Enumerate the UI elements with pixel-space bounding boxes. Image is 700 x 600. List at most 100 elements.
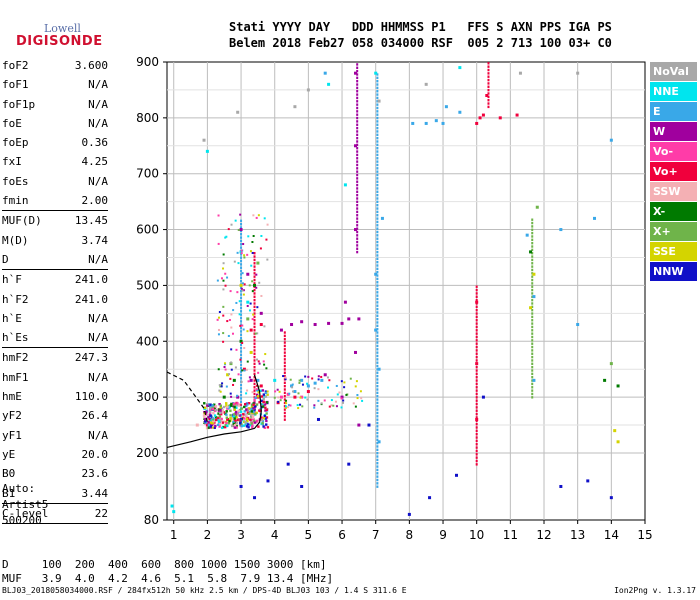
echo-mark bbox=[243, 410, 246, 413]
echo-mark bbox=[356, 227, 359, 230]
param-separator bbox=[2, 347, 108, 349]
echo-mark bbox=[475, 426, 478, 429]
param-row: hmF2 247.3 bbox=[2, 348, 108, 367]
echo-mark bbox=[356, 207, 359, 210]
param-value: N/A bbox=[88, 370, 108, 384]
echo-mark bbox=[376, 294, 379, 297]
param-value: 23.6 bbox=[81, 467, 109, 481]
echo-mark bbox=[307, 384, 310, 387]
echo-mark bbox=[253, 305, 256, 309]
echo-mark bbox=[376, 116, 379, 120]
echo-mark bbox=[376, 197, 379, 200]
echo-mark bbox=[475, 453, 478, 456]
echo-mark bbox=[240, 269, 243, 273]
echo-mark bbox=[230, 424, 234, 428]
echo-mark bbox=[233, 406, 236, 409]
echo-mark bbox=[257, 371, 260, 374]
echo-mark bbox=[336, 393, 339, 396]
echo-mark bbox=[253, 372, 256, 376]
echo-mark bbox=[475, 409, 478, 412]
echo-mark bbox=[252, 235, 255, 238]
echo-mark bbox=[376, 147, 379, 150]
echo-mark bbox=[217, 328, 220, 331]
echo-mark bbox=[235, 424, 238, 428]
echo-mark bbox=[376, 478, 379, 482]
echo-mark bbox=[306, 382, 309, 385]
echo-mark bbox=[376, 331, 379, 334]
echo-mark bbox=[263, 426, 266, 429]
echo-mark bbox=[218, 425, 221, 428]
echo-mark bbox=[475, 436, 478, 439]
echo-mark bbox=[531, 221, 534, 225]
echo-mark bbox=[226, 417, 230, 421]
echo-mark bbox=[264, 417, 267, 420]
echo-mark bbox=[239, 422, 242, 425]
echo-mark bbox=[249, 418, 252, 421]
echo-mark bbox=[255, 393, 259, 397]
echo-mark bbox=[255, 388, 258, 391]
param-label: fxI bbox=[2, 155, 22, 169]
echo-mark bbox=[227, 228, 230, 231]
echo-mark bbox=[264, 390, 268, 393]
echo-mark bbox=[207, 426, 210, 429]
echo-mark bbox=[475, 295, 478, 298]
param-label: B0 bbox=[2, 467, 16, 481]
echo-mark bbox=[356, 220, 359, 224]
echo-mark bbox=[211, 407, 215, 411]
echo-mark bbox=[376, 465, 379, 468]
echo-mark bbox=[376, 220, 379, 224]
param-label: hmE bbox=[2, 390, 22, 404]
echo-mark bbox=[238, 408, 242, 412]
echo-mark bbox=[518, 71, 522, 75]
echo-mark bbox=[475, 372, 478, 376]
param-value: 4.25 bbox=[81, 155, 109, 169]
echo-mark bbox=[258, 362, 261, 365]
echo-mark bbox=[246, 389, 249, 392]
echo-mark bbox=[283, 338, 286, 341]
echo-mark bbox=[487, 102, 490, 105]
echo-mark bbox=[284, 406, 287, 409]
echo-mark bbox=[376, 193, 379, 197]
echo-mark bbox=[244, 421, 247, 424]
echo-mark bbox=[253, 283, 257, 287]
param-row: h`E N/A bbox=[2, 309, 108, 328]
echo-mark bbox=[253, 398, 256, 402]
echo-mark bbox=[240, 293, 243, 296]
echo-mark bbox=[172, 510, 176, 514]
echo-mark bbox=[258, 281, 261, 284]
echo-mark bbox=[253, 258, 256, 262]
echo-mark bbox=[211, 404, 214, 407]
echo-mark bbox=[226, 320, 229, 323]
echo-mark bbox=[232, 420, 235, 424]
echo-mark bbox=[253, 298, 256, 302]
echo-mark bbox=[240, 330, 243, 333]
echo-mark bbox=[376, 354, 379, 358]
param-value: 3.74 bbox=[81, 233, 109, 247]
echo-mark bbox=[531, 302, 534, 305]
echo-mark bbox=[376, 317, 379, 321]
echo-mark bbox=[340, 321, 344, 325]
echo-mark bbox=[487, 98, 490, 102]
echo-mark bbox=[376, 398, 379, 401]
echo-mark bbox=[376, 405, 379, 408]
echo-mark bbox=[299, 403, 302, 406]
param-value: N/A bbox=[88, 311, 108, 325]
echo-mark bbox=[593, 216, 597, 220]
echo-mark bbox=[531, 332, 534, 335]
echo-mark bbox=[475, 379, 478, 382]
echo-mark bbox=[246, 253, 249, 256]
echo-mark bbox=[218, 310, 221, 313]
echo-mark bbox=[376, 86, 379, 90]
echo-mark bbox=[253, 376, 256, 379]
autoscaling-info: Auto: Artist5 500200 bbox=[2, 481, 48, 529]
echo-mark bbox=[376, 83, 379, 86]
echo-mark bbox=[256, 332, 259, 335]
echo-mark bbox=[262, 405, 265, 408]
echo-mark bbox=[531, 342, 534, 345]
param-value: 13.45 bbox=[74, 214, 108, 228]
echo-mark bbox=[249, 302, 252, 305]
echo-mark bbox=[529, 250, 533, 254]
param-label: D bbox=[2, 252, 9, 266]
echo-mark bbox=[376, 381, 379, 384]
echo-mark bbox=[356, 203, 359, 207]
